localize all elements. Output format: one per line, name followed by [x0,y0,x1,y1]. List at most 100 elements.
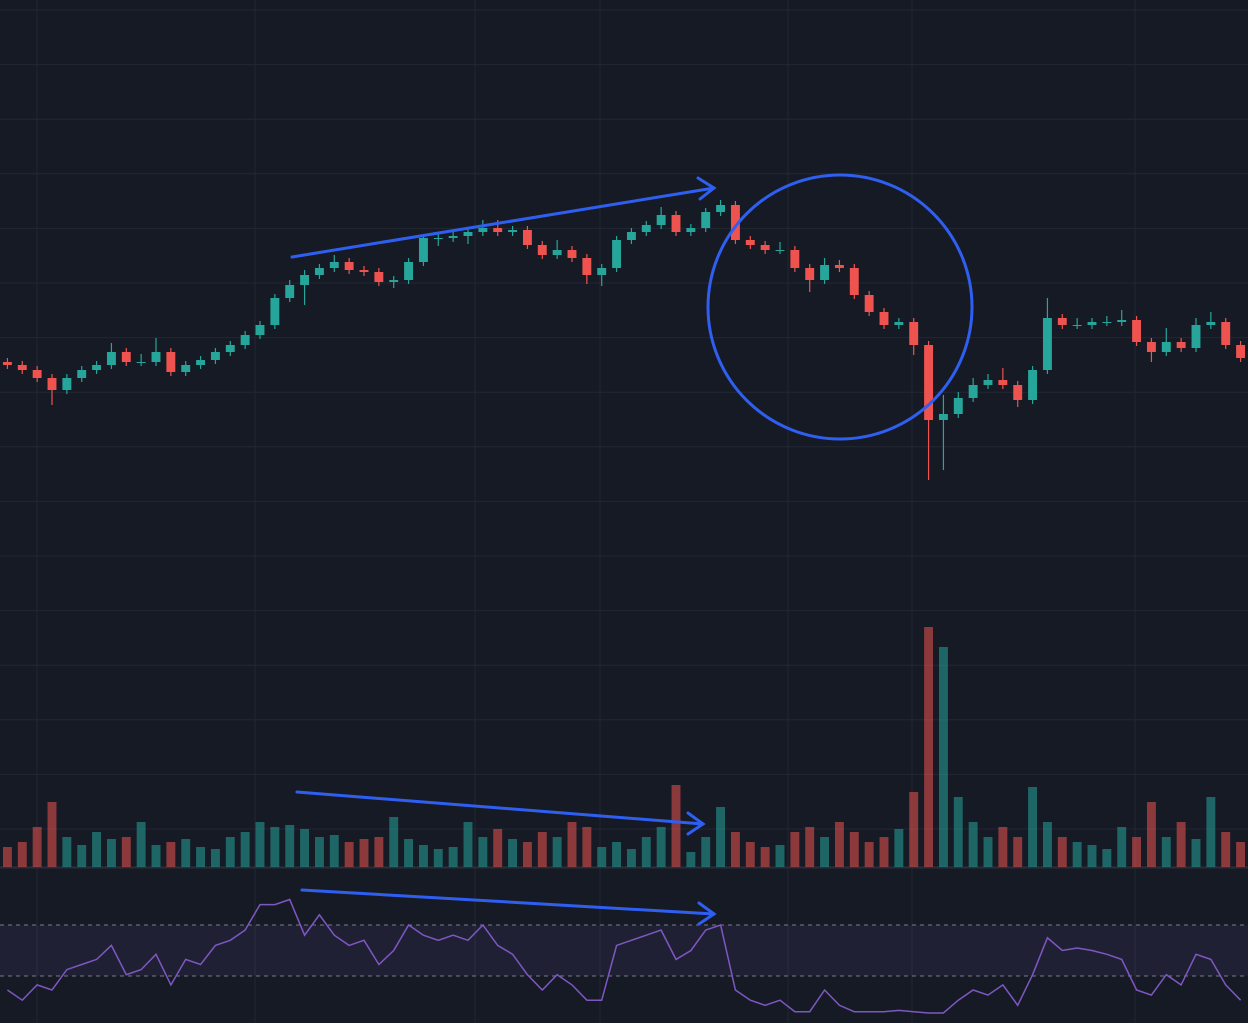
candle-body [745,240,755,245]
candle-body [716,205,726,212]
candle-body [1072,325,1082,326]
volume-bar [62,837,72,867]
volume-bar [255,822,265,867]
volume-bar [567,822,577,867]
volume-bar [1161,837,1171,867]
candle-body [1161,342,1171,352]
volume-bar [641,837,651,867]
marks [0,200,1248,1014]
candle-body [671,215,681,232]
candle-body [582,258,592,275]
candle-body [1087,322,1097,325]
volume-bar [181,839,191,867]
volume-bar [136,822,146,867]
candle-body [760,245,770,250]
candle-body [983,380,993,385]
candle-body [1102,322,1112,323]
volume-bar [389,817,399,867]
candle-body [775,250,785,251]
volume-bar [775,845,785,867]
candle-body [998,380,1008,385]
volume-bar [240,832,250,867]
volume-bar [983,837,993,867]
volume-bar [820,837,830,867]
volume-bar [849,832,859,867]
volume-bar [433,849,443,867]
candle-body [626,232,636,240]
volume-bar [790,832,800,867]
volume-bar [671,785,681,867]
highlight-circle [706,173,974,441]
volume-bar [834,822,844,867]
volume-bar [864,842,874,867]
volume-bar [404,839,414,867]
volume-bar [47,802,57,867]
candle-body [77,370,87,378]
volume-bar [1117,827,1127,867]
rsi-line [6,898,1242,1014]
candle-body [1132,320,1142,342]
candle-body [508,230,518,232]
candle-body [196,360,206,365]
arrow-head [686,811,706,836]
volume-bar [121,837,131,867]
candle-body [418,238,428,262]
candle-body [1146,342,1156,352]
volume-bar [909,792,919,867]
candle-body [1191,325,1201,348]
candle-body [730,205,740,240]
volume-bar [314,837,324,867]
volume-bar [166,842,176,867]
candle-body [359,270,369,272]
volume-bar [879,837,889,867]
candle-body [374,272,384,282]
volume-bar [300,829,310,867]
candle-body [656,215,666,225]
volume-bar [1132,837,1142,867]
candle-body [300,275,310,285]
volume-bar [106,839,116,867]
volume-bar [1146,802,1156,867]
candle-body [968,385,978,398]
volume-bar [582,827,592,867]
volume-bar [522,842,532,867]
candle-body [1057,318,1067,325]
volume-bar [968,822,978,867]
volume-bar [196,847,206,867]
volume-bar [359,839,369,867]
candle-body [463,232,473,236]
volume-bar [701,837,711,867]
volume-bar [418,845,428,867]
annotations [290,173,974,926]
volume-bar [612,842,622,867]
candle-body [537,245,547,255]
volume-bar [745,842,755,867]
candle-body [210,352,220,360]
volume-bar [344,842,354,867]
candle-body [240,335,250,345]
volume-bar [537,832,547,867]
candle-body [805,268,815,280]
volume-bar [730,832,740,867]
candle-body [834,265,844,268]
volume-bar [151,845,161,867]
rsi-arrow [300,888,716,916]
candle-body [1117,320,1127,322]
volume-bar [463,822,473,867]
volume-bar [552,837,562,867]
candle-body [314,268,324,275]
candle-body [1206,322,1216,325]
candle-body [433,238,443,239]
volume-bar [478,837,488,867]
candle-body [849,268,859,295]
volume-bar [270,827,280,867]
candle-body [1176,342,1186,348]
volume-bar [92,832,102,867]
candle-body [448,236,458,238]
candle-body [478,228,488,232]
candle-body [879,312,889,325]
candle-body [597,268,607,275]
candle-body [953,398,963,414]
candle-body [493,228,503,232]
